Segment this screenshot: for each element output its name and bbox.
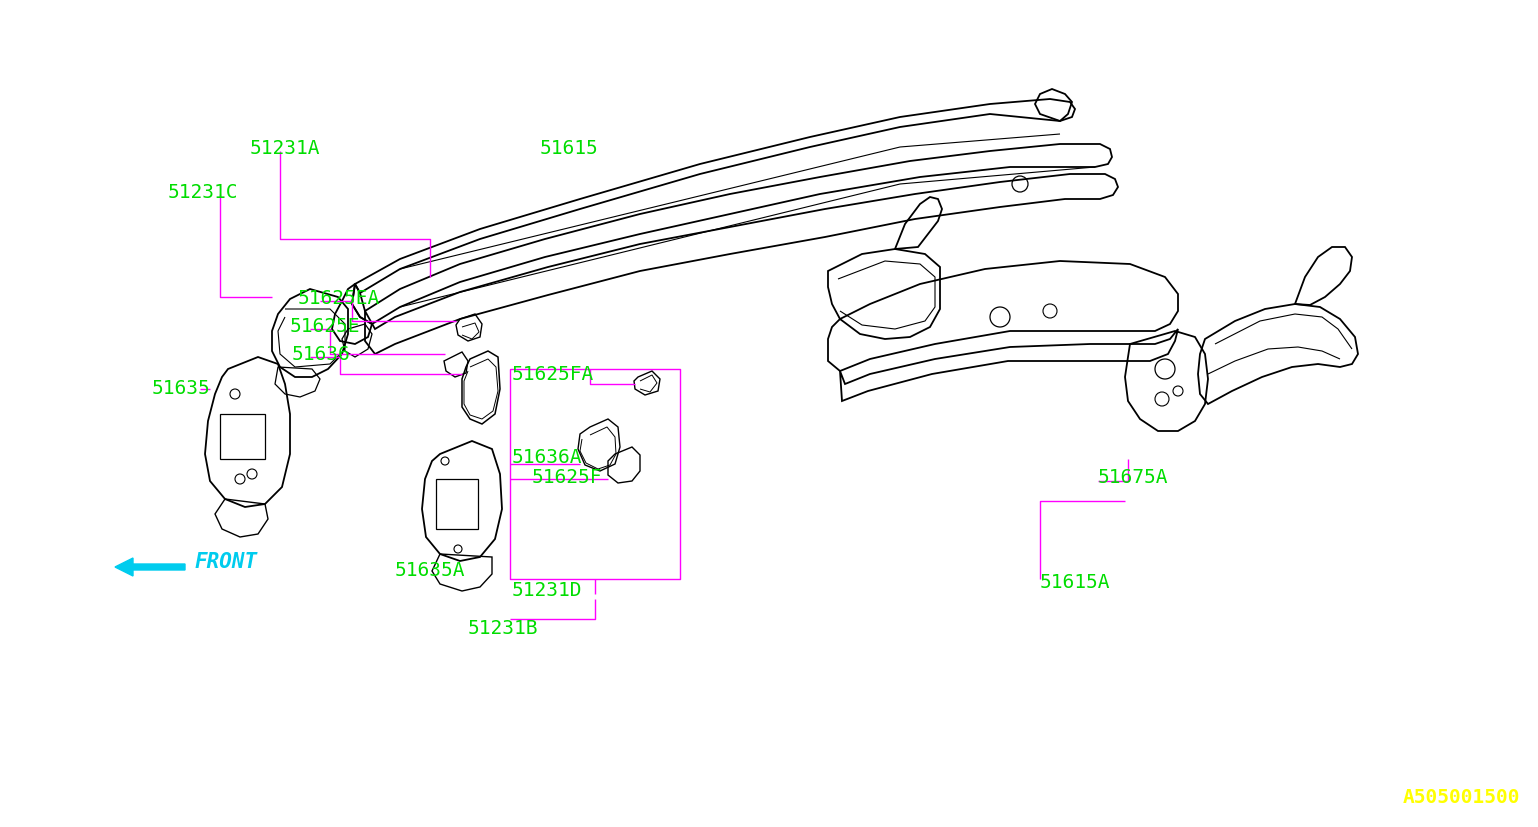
Text: 51636: 51636	[292, 344, 351, 363]
Text: 51231D: 51231D	[512, 580, 583, 599]
Text: 51231A: 51231A	[251, 138, 320, 157]
Text: FRONT: FRONT	[195, 552, 258, 571]
Text: 51625F: 51625F	[532, 468, 603, 487]
Text: 51635: 51635	[152, 378, 211, 397]
Text: 51231C: 51231C	[168, 182, 238, 201]
Text: 51625EA: 51625EA	[298, 288, 380, 307]
Text: 51636A: 51636A	[512, 448, 583, 467]
Text: 51231B: 51231B	[468, 618, 538, 637]
Text: 51615: 51615	[540, 138, 598, 157]
Text: 51675A: 51675A	[1098, 468, 1169, 487]
Text: 51635A: 51635A	[395, 560, 466, 579]
Text: 51615A: 51615A	[1040, 571, 1110, 590]
Text: 51625E: 51625E	[291, 316, 360, 335]
FancyArrow shape	[115, 558, 185, 576]
Text: A505001500: A505001500	[1403, 787, 1520, 806]
Text: 51625FA: 51625FA	[512, 365, 594, 384]
